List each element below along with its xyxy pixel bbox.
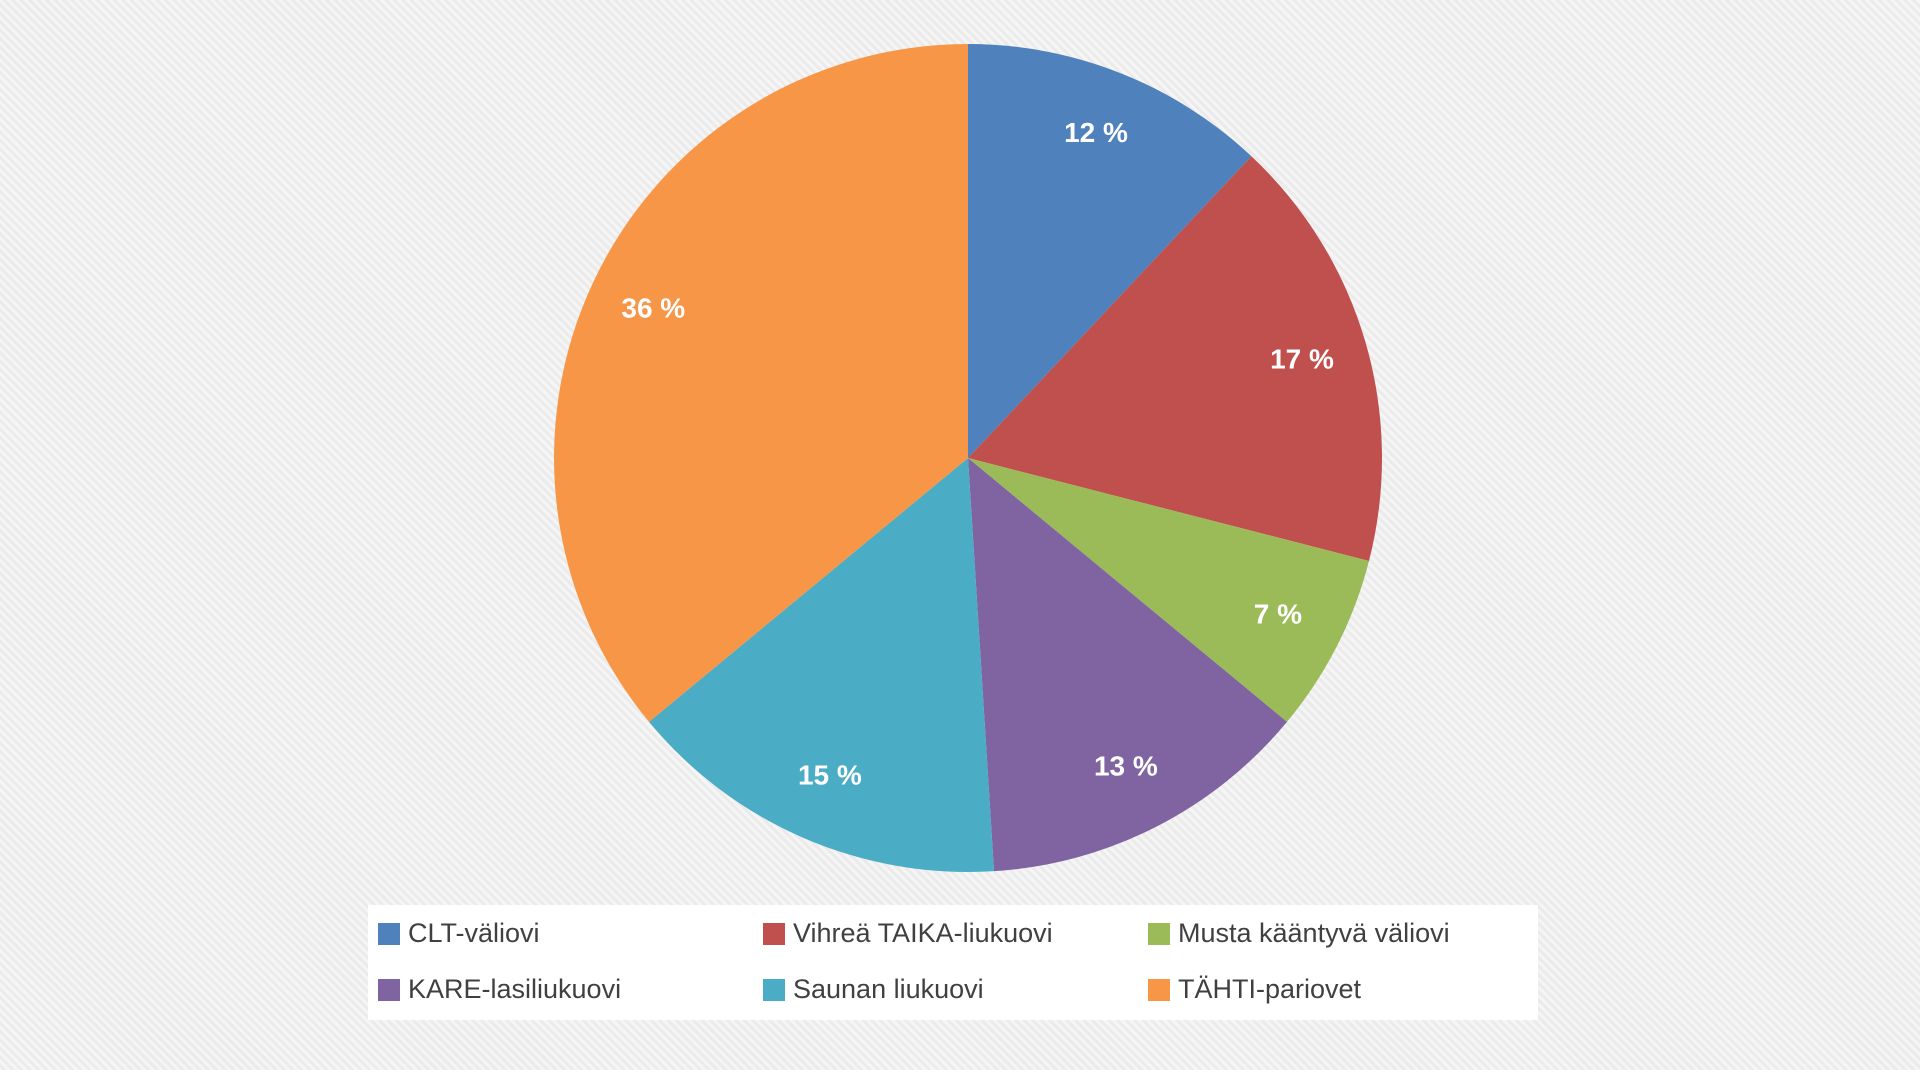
legend-swatch-4 <box>763 978 785 1001</box>
legend-item-4: Saunan liukuovi <box>763 973 1148 1005</box>
pie-slice-4 <box>649 458 994 872</box>
legend-swatch-3 <box>378 978 400 1001</box>
pie-data-label-3: 13 % <box>1094 750 1158 781</box>
legend-label-2: Musta kääntyvä väliovi <box>1178 918 1450 948</box>
pie-slice-3 <box>968 458 1287 872</box>
legend-item-2: Musta kääntyvä väliovi <box>1148 918 1538 949</box>
legend-item-3: KARE-lasiliukuovi <box>378 973 763 1005</box>
pie-data-label-0: 12 % <box>1064 117 1128 148</box>
pie-data-labels: 12 % 17 % 7 % 13 % 15 % 36 % <box>621 117 1334 791</box>
pie-slice-2 <box>968 458 1369 722</box>
pie-slice-0 <box>968 44 1252 458</box>
legend-item-1: Vihreä TAIKA-liukuovi <box>763 918 1148 949</box>
legend-label-3: KARE-lasiliukuovi <box>408 973 622 1004</box>
pie-slice-1 <box>968 156 1382 561</box>
pie-data-label-2: 7 % <box>1254 598 1302 629</box>
pie-slice-5 <box>554 44 968 722</box>
legend-swatch-5 <box>1148 978 1170 1001</box>
legend-label-1: Vihreä TAIKA-liukuovi <box>793 918 1053 948</box>
pie-data-label-4: 15 % <box>798 760 862 791</box>
legend-label-5: TÄHTI-pariovet <box>1178 973 1362 1004</box>
legend-swatch-1 <box>763 922 785 945</box>
chart-legend: CLT-väliovi Vihreä TAIKA-liukuovi Musta kä… <box>368 905 1538 1021</box>
pie-data-label-5: 36 % <box>621 292 685 323</box>
legend-label-0: CLT-väliovi <box>408 918 540 948</box>
legend-swatch-0 <box>378 922 400 945</box>
legend-item-5: TÄHTI-pariovet <box>1148 973 1538 1005</box>
pie-slices <box>554 44 1382 872</box>
legend-item-0: CLT-väliovi <box>378 918 763 949</box>
slide-bottom-strip <box>0 1070 1920 1080</box>
legend-label-4: Saunan liukuovi <box>793 973 984 1004</box>
legend-swatch-2 <box>1148 922 1170 945</box>
pie-data-label-1: 17 % <box>1270 343 1334 374</box>
